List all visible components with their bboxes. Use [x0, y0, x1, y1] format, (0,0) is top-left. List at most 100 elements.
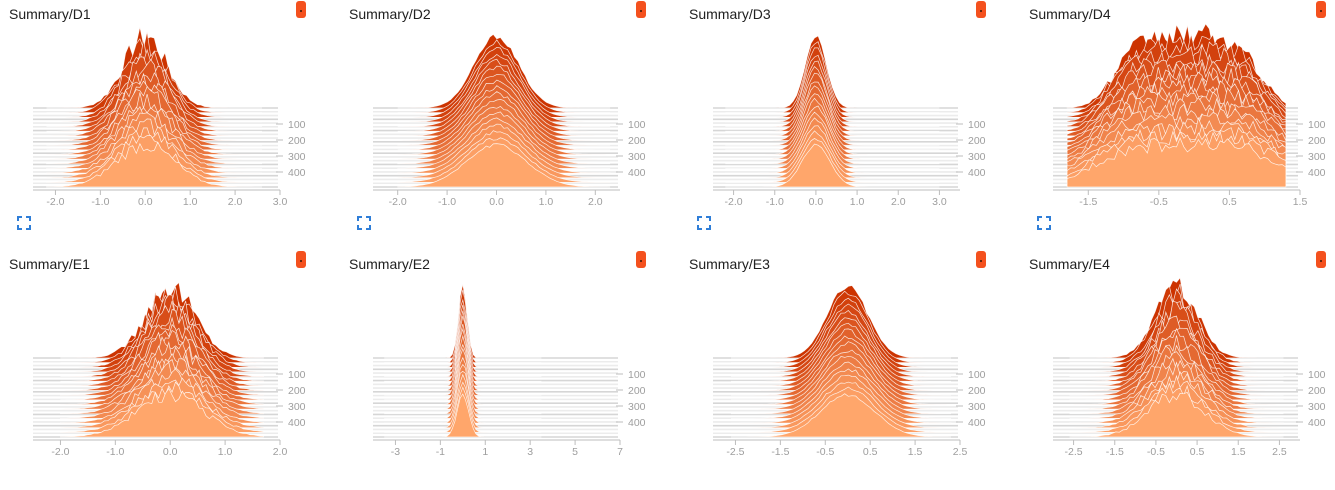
y-tick-label: 200: [288, 135, 306, 147]
y-tick-label: 100: [628, 369, 646, 381]
y-tick-label: 400: [288, 167, 306, 179]
card-title: Summary/E1: [9, 256, 90, 272]
y-tick-label: 300: [1308, 401, 1326, 413]
histogram-ridge: [725, 143, 940, 188]
x-tick-label: -2.0: [725, 196, 743, 208]
run-color-badge[interactable]: [976, 1, 986, 18]
histogram-chart: 100 200 300 400 -2.0 -1.0 0.0 1.0 2.0 3.0: [33, 27, 306, 208]
histogram-ridge: [731, 393, 952, 438]
histogram-chart: 100 200 300 400 -2.0 -1.0 0.0 1.0 2.0: [33, 281, 306, 458]
y-tick-label: 400: [628, 167, 646, 179]
expand-icon[interactable]: [17, 216, 31, 230]
histogram-card: Summary/E3 100 200 300 400 -2.5 -1.5 -0.5 0.5 1.5…: [680, 250, 1010, 490]
run-color-badge[interactable]: [976, 251, 986, 268]
expand-icon[interactable]: [1037, 216, 1051, 230]
run-color-badge[interactable]: [636, 251, 646, 268]
histogram-card: Summary/D4 100 200 300 400 -1.5 -0.5 0.5 1.5: [1020, 0, 1335, 240]
run-color-badge[interactable]: [296, 1, 306, 18]
histogram-chart: 100 200 300 400 -2.5 -1.5 -0.5 0.5 1.5 2.5: [1053, 276, 1326, 458]
histogram-card: Summary/D2 100 200 300 400 -2.0 -1.0 0.0 1.0 2.0: [340, 0, 670, 240]
x-tick-label: 0.5: [1190, 446, 1205, 458]
x-tick-label: 0.0: [138, 196, 153, 208]
x-tick-label: -1.5: [1079, 196, 1097, 208]
y-tick-label: 400: [1308, 167, 1326, 179]
y-tick-label: 100: [1308, 369, 1326, 381]
x-tick-label: -0.5: [816, 446, 834, 458]
x-tick-label: 2.0: [228, 196, 243, 208]
x-tick-label: 3: [527, 446, 533, 458]
x-tick-label: 1.0: [218, 446, 233, 458]
x-tick-label: 1.5: [1293, 196, 1308, 208]
expand-icon[interactable]: [697, 216, 711, 230]
x-tick-label: -1.0: [91, 196, 109, 208]
card-title: Summary/D1: [9, 6, 91, 22]
card-title: Summary/E4: [1029, 256, 1110, 272]
x-tick-label: 2.5: [1272, 446, 1287, 458]
card-title: Summary/D3: [689, 6, 771, 22]
x-tick-label: -0.5: [1147, 446, 1165, 458]
x-tick-label: 1.0: [183, 196, 198, 208]
x-tick-label: 1.5: [1231, 446, 1246, 458]
x-tick-label: -1: [436, 446, 445, 458]
y-tick-label: 300: [628, 401, 646, 413]
y-tick-label: 100: [968, 119, 986, 131]
histogram-card: Summary/D3 100 200 300 400 -2.0 -1.0 0.0 1.0 2.0 3…: [680, 0, 1010, 240]
y-tick-label: 100: [968, 369, 986, 381]
y-tick-label: 400: [288, 417, 306, 429]
y-tick-label: 400: [968, 417, 986, 429]
x-tick-label: 3.0: [273, 196, 288, 208]
x-tick-label: -0.5: [1150, 196, 1168, 208]
y-tick-label: 300: [288, 401, 306, 413]
x-tick-label: 7: [617, 446, 623, 458]
x-tick-label: -1.0: [106, 446, 124, 458]
histogram-ridge: [60, 387, 264, 438]
histogram-chart: 100 200 300 400 -1.5 -0.5 0.5 1.5: [1053, 23, 1326, 208]
run-color-badge[interactable]: [1316, 251, 1326, 268]
x-tick-label: -2.0: [389, 196, 407, 208]
x-tick-label: -2.5: [1065, 446, 1083, 458]
run-color-badge[interactable]: [636, 1, 646, 18]
histogram-ridge: [384, 393, 542, 438]
x-tick-label: 3.0: [932, 196, 947, 208]
y-tick-label: 200: [288, 385, 306, 397]
y-tick-label: 200: [628, 385, 646, 397]
run-color-badge[interactable]: [296, 251, 306, 268]
y-tick-label: 200: [628, 135, 646, 147]
histogram-chart: 100 200 300 400 -2.0 -1.0 0.0 1.0 2.0 3.0: [713, 35, 986, 208]
histogram-chart: 100 200 300 400 -2.5 -1.5 -0.5 0.5 1.5 2.5: [713, 285, 986, 458]
x-tick-label: -1.5: [1106, 446, 1124, 458]
x-tick-label: 2.0: [891, 196, 906, 208]
x-tick-label: -2.0: [46, 196, 64, 208]
x-tick-label: -2.5: [726, 446, 744, 458]
histogram-ridge: [397, 143, 611, 188]
y-tick-label: 200: [968, 135, 986, 147]
x-tick-label: -2.0: [51, 446, 69, 458]
histogram-card: Summary/E1 100 200 300 400 -2.0 -1.0 0.0 1.0 2.0: [0, 250, 330, 490]
x-tick-label: 1.5: [908, 446, 923, 458]
x-tick-label: 1.0: [539, 196, 554, 208]
card-title: Summary/E3: [689, 256, 770, 272]
y-tick-label: 300: [968, 401, 986, 413]
histogram-card: Summary/D1 100 200 300 400 -2.0 -1.0 0.0 1.0 2.0 3…: [0, 0, 330, 240]
histogram-chart: 100 200 300 400 -2.0 -1.0 0.0 1.0 2.0: [373, 33, 646, 208]
x-tick-label: 0.5: [1222, 196, 1237, 208]
histogram-card: Summary/E2 100 200 300 400 -3 -1 1 3 5 7: [340, 250, 670, 490]
x-tick-label: 1.0: [850, 196, 865, 208]
y-tick-label: 400: [1308, 417, 1326, 429]
y-tick-label: 100: [288, 119, 306, 131]
y-tick-label: 200: [968, 385, 986, 397]
y-tick-label: 300: [288, 151, 306, 163]
y-tick-label: 100: [628, 119, 646, 131]
histogram-ridge: [1066, 137, 1287, 188]
x-tick-label: 2.0: [588, 196, 603, 208]
histogram-ridge: [46, 141, 262, 188]
histogram-chart: 100 200 300 400 -3 -1 1 3 5 7: [373, 284, 646, 458]
x-tick-label: -1.5: [771, 446, 789, 458]
y-tick-label: 300: [628, 151, 646, 163]
x-tick-label: 5: [572, 446, 578, 458]
x-tick-label: -1.0: [438, 196, 456, 208]
expand-icon[interactable]: [357, 216, 371, 230]
x-tick-label: 0.0: [809, 196, 824, 208]
run-color-badge[interactable]: [1316, 1, 1326, 18]
x-tick-label: -1.0: [766, 196, 784, 208]
